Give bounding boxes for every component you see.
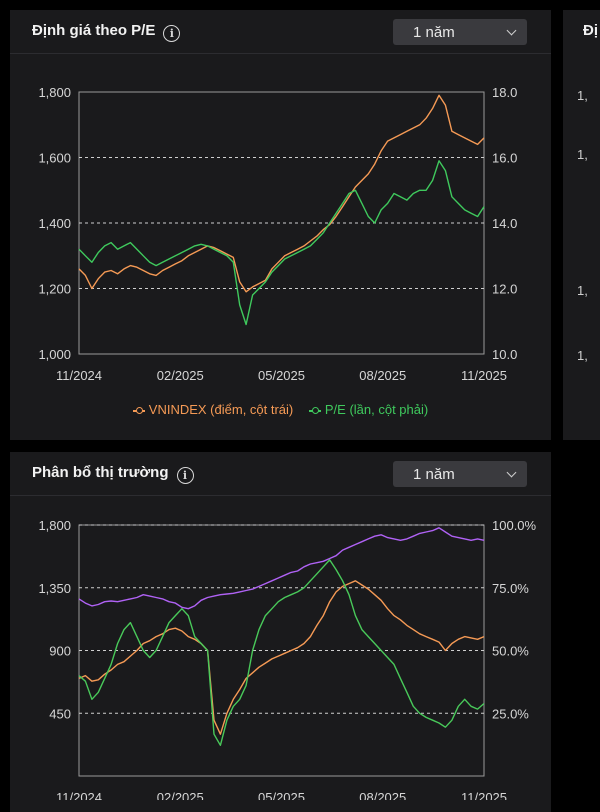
y-right-tick-label: 50.0% (492, 644, 529, 659)
legend-swatch-vnindex (132, 406, 145, 414)
y-right-tick-label: 16.0 (492, 151, 517, 166)
y-left-tick-label: 900 (49, 644, 71, 659)
peek-tick-label: 1, (577, 283, 588, 298)
peek-tick-label: 1, (577, 348, 588, 363)
legend-label-vnindex: VNINDEX (điểm, cột trái) (148, 402, 294, 417)
legend-item-vnindex[interactable]: VNINDEX (điểm, cột trái) (132, 402, 294, 417)
y-left-tick-label: 1,200 (38, 282, 71, 297)
alloc-card-header: Phân bổ thị trường i 1 năm (10, 452, 551, 496)
y-right-tick-label: 12.0 (492, 282, 517, 297)
y-right-tick-label: 100.0% (492, 518, 537, 533)
x-tick-label: 05/2025 (258, 790, 305, 800)
series-line-purple (78, 527, 485, 610)
y-right-tick-label: 10.0 (492, 347, 517, 362)
y-left-tick-label: 1,800 (38, 85, 71, 100)
y-right-tick-label: 14.0 (492, 216, 517, 231)
y-left-tick-label: 1,000 (38, 347, 71, 362)
y-left-tick-label: 450 (49, 706, 71, 721)
y-left-tick-label: 1,400 (38, 216, 71, 231)
y-left-tick-label: 1,600 (38, 151, 71, 166)
series-line-green2 (78, 559, 485, 746)
pe-chart: 1,000 1,200 1,400 1,600 1,800 10.0 12.0 14.0 16.… (38, 85, 517, 383)
peek-tick-label: 1, (577, 147, 588, 162)
peek-card: Đị 1, 1, 1, 1, (563, 10, 600, 440)
series-line-vnindex (78, 94, 485, 293)
pe-period-dropdown[interactable]: 1 năm (393, 19, 527, 45)
peek-tick-label: 1, (577, 88, 588, 103)
info-icon[interactable]: i (163, 25, 181, 42)
alloc-card-title: Phân bổ thị trường i (32, 464, 194, 484)
peek-card-title: Đị (583, 22, 598, 39)
alloc-card-title-text: Phân bổ thị trường (32, 464, 169, 481)
series-line-orange2 (78, 580, 485, 735)
y-right-tick-label: 25.0% (492, 706, 529, 721)
pe-chart-legend: VNINDEX (điểm, cột trái) P/E (lần, cột p… (10, 402, 551, 417)
allocation-chart: 450 900 1,350 1,800 25.0% 50.0% 75.0% 100.0% 11/… (38, 518, 537, 800)
x-tick-label: 02/2025 (157, 368, 204, 383)
x-tick-label: 02/2025 (157, 790, 204, 800)
legend-swatch-pe (308, 406, 321, 414)
x-tick-label: 11/2025 (461, 368, 507, 383)
x-tick-label: 11/2025 (461, 790, 507, 800)
x-tick-label: 08/2025 (359, 790, 406, 800)
pe-card-header: Định giá theo P/E i 1 năm (10, 10, 551, 54)
pe-valuation-card: Định giá theo P/E i 1 năm 1,000 1,200 1,400… (10, 10, 551, 440)
x-tick-label: 11/2024 (56, 368, 102, 383)
x-tick-label: 08/2025 (359, 368, 406, 383)
series-line-pe (78, 160, 485, 326)
market-allocation-card: Phân bổ thị trường i 1 năm 450 900 1,350 1,8… (10, 452, 551, 812)
info-icon[interactable]: i (176, 467, 194, 484)
alloc-period-dropdown[interactable]: 1 năm (393, 461, 527, 487)
x-tick-label: 11/2024 (56, 790, 102, 800)
y-right-tick-label: 75.0% (492, 581, 529, 596)
pe-card-title: Định giá theo P/E i (32, 22, 181, 42)
pe-period-label: 1 năm (413, 24, 455, 41)
y-right-tick-label: 18.0 (492, 85, 517, 100)
x-tick-label: 05/2025 (258, 368, 305, 383)
alloc-period-label: 1 năm (413, 466, 455, 483)
y-left-tick-label: 1,800 (38, 518, 71, 533)
legend-label-pe: P/E (lần, cột phải) (324, 402, 429, 417)
legend-item-pe[interactable]: P/E (lần, cột phải) (308, 402, 429, 417)
pe-card-title-text: Định giá theo P/E (32, 22, 156, 39)
y-left-tick-label: 1,350 (38, 581, 71, 596)
